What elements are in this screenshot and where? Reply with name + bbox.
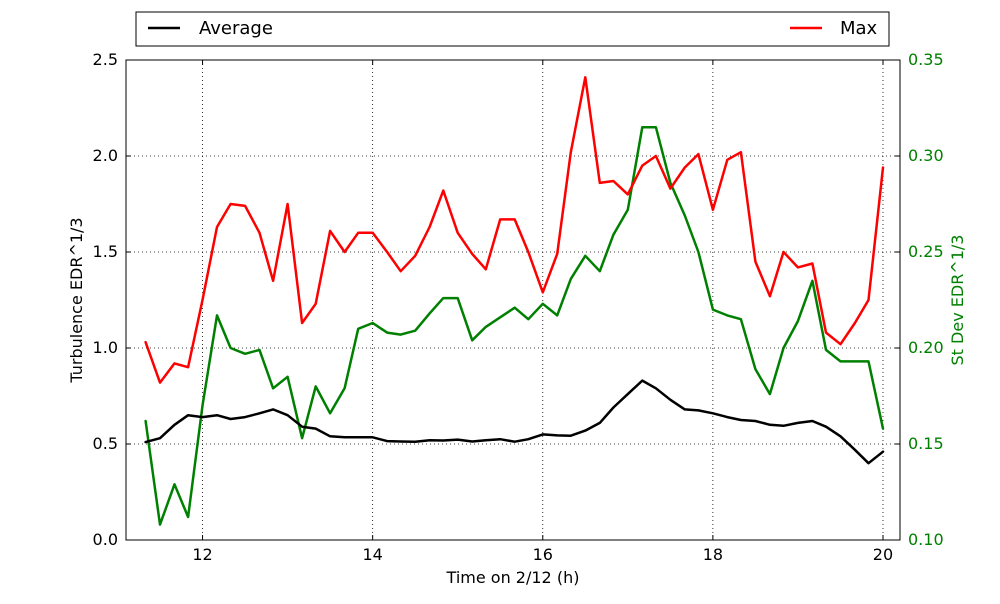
grid-lines: [126, 60, 900, 540]
legend-box: [135, 11, 890, 47]
y-tick-label: 1.5: [93, 242, 118, 261]
y2-tick-label: 0.20: [908, 338, 944, 357]
series-lines: [144, 76, 885, 526]
y-tick-label: 0.0: [93, 530, 118, 549]
y-axis-right: 0.10 0.15 0.20 0.25 0.30 0.35: [895, 50, 944, 549]
y-axis-label-left: Turbulence EDR^1/3: [67, 217, 86, 383]
series-line-average: [144, 379, 885, 465]
y-tick-label: 1.0: [93, 338, 118, 357]
y2-tick-label: 0.35: [908, 50, 944, 69]
y-tick-label: 2.0: [93, 146, 118, 165]
x-tick-label: 16: [533, 545, 553, 564]
x-axis-label: Time on 2/12 (h): [446, 568, 580, 587]
legend-label-max: Max: [840, 18, 878, 39]
x-tick-label: 20: [873, 545, 893, 564]
plot-area-frame: [125, 59, 901, 541]
x-tick-label: 18: [703, 545, 723, 564]
series-line-max: [144, 76, 885, 384]
series-line-st-dev: [144, 125, 885, 526]
x-tick-label: 14: [362, 545, 382, 564]
x-tick-label: 12: [192, 545, 212, 564]
x-axis: 12 14 16 18 20: [192, 60, 893, 564]
y-axis-left: 0.0 0.5 1.0 1.5 2.0 2.5: [93, 50, 131, 549]
legend-label-average: Average: [199, 18, 273, 39]
y2-tick-label: 0.10: [908, 530, 944, 549]
y2-tick-label: 0.25: [908, 242, 944, 261]
legend: Average Max: [135, 11, 890, 47]
y-axis-label-right: St Dev EDR^1/3: [948, 235, 967, 366]
y2-tick-label: 0.15: [908, 434, 944, 453]
y-tick-label: 0.5: [93, 434, 118, 453]
y2-tick-label: 0.30: [908, 146, 944, 165]
y-tick-label: 2.5: [93, 50, 118, 69]
